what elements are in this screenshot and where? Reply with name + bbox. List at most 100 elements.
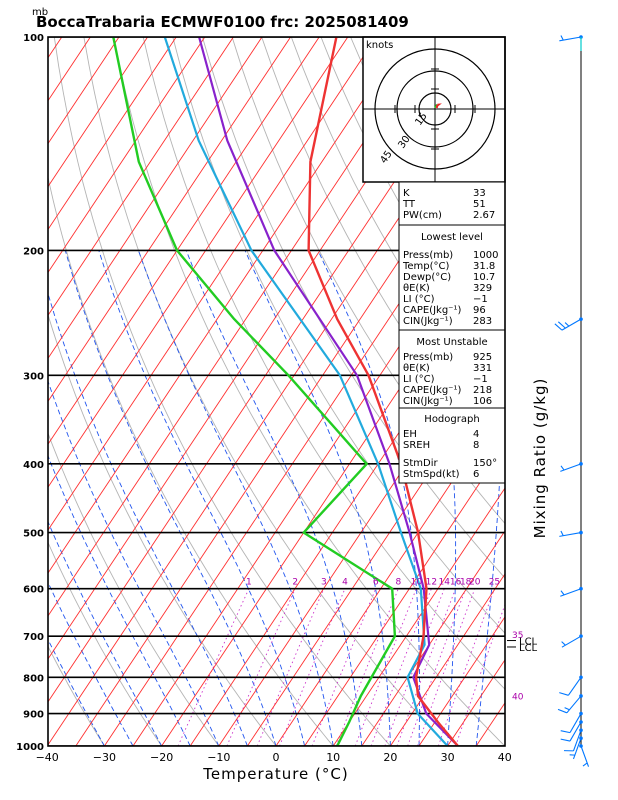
index-label: CAPE(Jkg⁻¹): [403, 385, 461, 396]
isotherm: [161, 229, 505, 746]
temperature-tick-labels: −40 −30 −20 −10 0 10 20 30 40: [36, 751, 512, 764]
index-value: 218: [473, 385, 492, 396]
isotherm: [48, 37, 206, 274]
pressure-tick-label: 700: [23, 632, 44, 643]
mixing-ratio-label: 1: [246, 578, 252, 588]
pressure-tick-label: 900: [23, 710, 44, 721]
wind-barb-staff: [566, 695, 582, 714]
isotherm: [48, 37, 177, 231]
index-value: 331: [473, 363, 492, 374]
isotherm: [390, 573, 505, 746]
index-value: 10.7: [473, 272, 495, 283]
isotherm: [48, 37, 234, 317]
lcl-label: LCL: [519, 643, 538, 654]
dry-adiabat: [48, 645, 105, 746]
wind-barb-flag: [557, 321, 566, 329]
index-value: 329: [473, 283, 492, 294]
index-value: −1: [473, 294, 488, 305]
temperature-tick-label: −10: [207, 751, 230, 764]
dry-adiabat: [558, 37, 618, 746]
isotherm: [48, 37, 406, 574]
pressure-tick-label: 500: [23, 529, 44, 540]
index-value: 8: [473, 440, 479, 451]
dry-adiabat: [113, 37, 505, 746]
indices-table: Lowest level Most Unstable Hodograph K 33…: [398, 181, 506, 484]
isotherm: [48, 37, 291, 403]
pressure-unit: mb: [32, 7, 48, 18]
pressure-tick-label: 300: [23, 371, 44, 382]
isotherm: [132, 186, 505, 746]
pressure-tick-label: 600: [23, 585, 44, 596]
index-value: 96: [473, 305, 486, 316]
temperature-tick-label: 20: [383, 751, 397, 764]
isotherm: [48, 37, 434, 617]
temperature-tick-label: −30: [93, 751, 116, 764]
wind-barb-staff: [569, 713, 582, 733]
mixing-ratio-line: [177, 588, 250, 746]
isotherm: [0, 37, 5, 746]
index-value: 2.67: [473, 210, 495, 221]
wind-barb-flag: [560, 590, 565, 596]
mixing-ratio-label: 10: [411, 578, 423, 588]
temperature-tick-label: 40: [498, 751, 512, 764]
moist-adiabat: [48, 520, 162, 746]
index-value: 51: [473, 199, 486, 210]
index-label: K: [403, 188, 410, 199]
dry-adiabat: [588, 37, 618, 746]
plot-frame: [47, 36, 506, 747]
dry-adiabat: [48, 431, 220, 746]
index-label: PW(cm): [403, 210, 442, 221]
index-label: LI (°C): [403, 374, 435, 385]
temperature-curve: [307, 37, 459, 746]
isotherm: [48, 37, 377, 531]
mixing-ratio-label: 25: [489, 578, 500, 588]
background-lines: [0, 37, 618, 746]
index-value: 31.8: [473, 261, 495, 272]
pressure-tick-label: 100: [23, 33, 44, 44]
index-value: 4: [473, 429, 479, 440]
temperature-tick-label: 0: [273, 751, 280, 764]
index-label: Press(mb): [403, 352, 453, 363]
dewpoint-curve: [112, 37, 397, 746]
wind-barb-flag: [582, 762, 588, 767]
wind-barb-flag: [560, 465, 565, 471]
wind-barb-staff: [580, 745, 590, 767]
pressure-tick-label: 800: [23, 673, 44, 684]
hodograph-trace: [435, 103, 442, 109]
wind-barb-flag: [561, 641, 566, 646]
isotherm: [48, 37, 263, 360]
lcl-label: LCL: [519, 637, 538, 648]
mixing-ratio-line: [335, 588, 399, 746]
dry-adiabat: [48, 541, 162, 746]
mixing-ratio-label: 20: [469, 578, 481, 588]
hodograph-units: knots: [366, 40, 393, 51]
mixing-ratio-label: 12: [426, 578, 437, 588]
hodograph: knots 15 30 45: [362, 36, 506, 183]
dry-adiabat: [261, 37, 505, 471]
isotherm: [361, 530, 505, 746]
index-label: θE(K): [403, 363, 430, 374]
isotherm: [48, 37, 349, 488]
wind-barbs: [554, 35, 590, 767]
wind-barb-staff: [561, 318, 582, 331]
temperature-tick-label: 10: [326, 751, 340, 764]
pressure-tick-label: 400: [23, 460, 44, 471]
index-label: θE(K): [403, 283, 430, 294]
mixing-ratio-line: [311, 588, 377, 746]
temperature-tick-label: −40: [36, 751, 59, 764]
index-value: 106: [473, 396, 492, 407]
wind-barb-flag: [554, 323, 563, 331]
chart-title: BoccaTrabaria ECMWF0100 frc: 2025081409: [36, 13, 409, 31]
dry-adiabat: [48, 175, 334, 746]
index-label: LI (°C): [403, 294, 435, 305]
mixing-ratio-line: [279, 588, 346, 746]
index-label: TT: [402, 199, 416, 210]
index-value: 925: [473, 352, 492, 363]
mixing-ratio-label: 8: [395, 578, 401, 588]
index-value: 33: [473, 188, 486, 199]
dry-adiabat: [53, 37, 391, 746]
moist-adiabat: [98, 250, 306, 746]
dry-adiabat: [172, 37, 505, 634]
